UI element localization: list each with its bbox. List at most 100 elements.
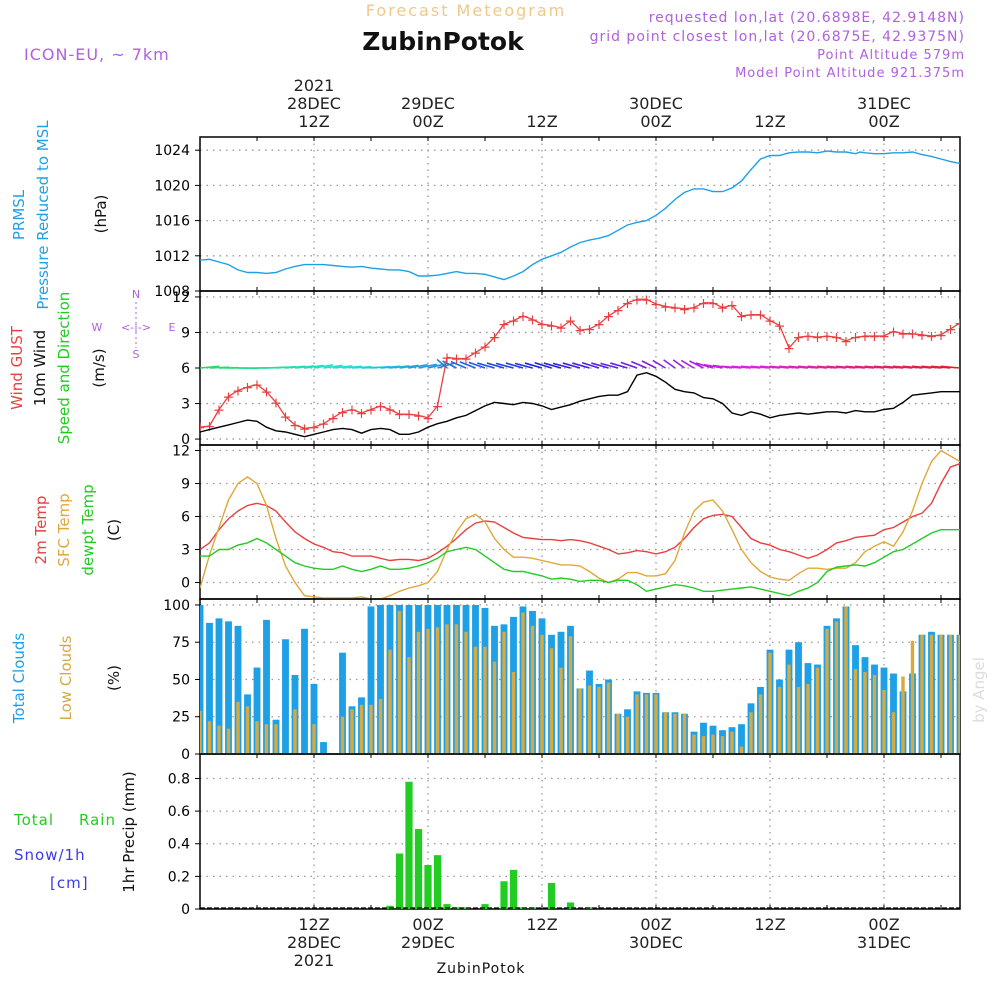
low-cloud-bar <box>568 636 573 754</box>
low-cloud-bar <box>939 634 943 754</box>
gust-marker: + <box>232 384 244 400</box>
bottom-time-label: 00Z <box>640 915 671 934</box>
clouds-unit: (%) <box>105 665 123 691</box>
wind-barb <box>323 364 343 369</box>
wind-barb <box>826 365 847 369</box>
gust-marker: + <box>517 309 529 325</box>
wind-barb <box>477 362 495 369</box>
clouds-group <box>200 604 960 754</box>
gust-marker: + <box>812 330 824 346</box>
wind-barb <box>408 363 428 369</box>
wind-barb <box>304 364 324 369</box>
gust-marker: + <box>840 334 852 350</box>
wind-barb <box>921 365 942 369</box>
gust-marker: + <box>650 297 662 313</box>
wind-barb <box>883 365 904 369</box>
low-cloud-bar <box>464 631 468 754</box>
bottom-time-label: 00Z <box>412 915 443 934</box>
wind-barb <box>750 365 771 369</box>
low-cloud-bar <box>483 646 487 754</box>
low-cloud-bar <box>739 746 744 754</box>
rain-bar <box>547 882 556 909</box>
precip-group <box>386 781 594 909</box>
gust-marker: + <box>593 317 605 333</box>
gust-marker: + <box>850 330 862 346</box>
total-cloud-bar <box>339 652 346 754</box>
gust-marker: + <box>745 308 757 324</box>
gust-marker: + <box>527 312 539 328</box>
low-cloud-bar <box>359 704 364 754</box>
rain-bar <box>414 829 423 909</box>
temp-sfc-line <box>200 449 960 599</box>
total-cloud-bar <box>320 742 327 754</box>
y-tick-label: 0.8 <box>168 771 190 787</box>
compass-s: S <box>133 348 140 361</box>
gust-marker: + <box>289 418 301 434</box>
clouds-total-label: Total Clouds <box>10 633 28 725</box>
y-tick-label: 12 <box>172 290 190 306</box>
low-cloud-bar <box>853 669 858 754</box>
rain-bar <box>424 864 432 909</box>
low-cloud-bar <box>226 728 231 754</box>
low-cloud-bar <box>540 634 544 754</box>
low-cloud-bar <box>673 713 677 754</box>
top-time-label: 31DEC <box>857 94 911 113</box>
low-cloud-bar <box>948 634 953 754</box>
bottom-time-label: 12Z <box>754 915 785 934</box>
low-cloud-bar <box>340 716 345 754</box>
wind-barb <box>807 365 828 369</box>
wind-barb <box>788 365 809 369</box>
low-cloud-bar <box>445 624 449 754</box>
low-cloud-bar <box>350 709 354 754</box>
wind-barb <box>854 365 875 369</box>
watermark: by Angel <box>970 657 988 723</box>
gust-marker: + <box>555 321 567 337</box>
rain-bar <box>405 781 413 909</box>
gust-marker: + <box>679 302 691 318</box>
low-cloud-bar <box>549 648 554 754</box>
wind-barb <box>534 361 552 369</box>
wind-barb <box>652 359 666 369</box>
low-cloud-bar <box>578 688 582 754</box>
bottom-time-label: 00Z <box>868 915 899 934</box>
wind-barb <box>816 365 837 369</box>
wind-barb <box>294 365 315 369</box>
gust-marker: + <box>631 292 643 308</box>
rain-bar <box>395 853 404 909</box>
gust-marker: + <box>897 327 909 343</box>
wind-barb <box>389 365 410 369</box>
temp-unit: (C) <box>105 519 123 541</box>
wind-barb <box>468 361 486 369</box>
gust-marker: + <box>204 419 216 435</box>
low-cloud-bar <box>825 628 829 754</box>
gust-marker: + <box>280 410 292 426</box>
gust-marker: + <box>337 405 349 421</box>
gust-marker: + <box>726 298 738 314</box>
low-cloud-bar <box>701 736 706 754</box>
low-cloud-bar <box>207 721 212 754</box>
wind-barb <box>514 362 533 369</box>
y-tick-label: 6 <box>181 510 190 526</box>
gust-marker: + <box>935 328 947 344</box>
wind-barb <box>911 365 932 369</box>
total-cloud-bar <box>253 667 261 754</box>
y-tick-label: 3 <box>181 543 190 559</box>
low-cloud-bar <box>758 694 763 754</box>
wind-speed-dir-label: Speed and Direction <box>55 292 73 445</box>
low-cloud-bar <box>768 652 772 754</box>
y-tick-label: 75 <box>172 635 190 651</box>
y-tick-label: 6 <box>181 361 190 377</box>
gust-marker: + <box>660 299 672 315</box>
y-tick-label: 0 <box>181 432 190 448</box>
wind-barb <box>610 362 628 369</box>
low-cloud-bar <box>730 731 734 754</box>
wind-barb <box>332 365 353 369</box>
y-tick-label: 0 <box>181 902 190 918</box>
gust-marker: + <box>498 317 510 333</box>
y-tick-label: 3 <box>181 397 190 413</box>
gust-marker: + <box>479 340 491 356</box>
y-tick-label: 9 <box>181 477 190 493</box>
bottom-time-label: 12Z <box>298 915 329 934</box>
wind-gust-line <box>200 298 960 430</box>
gust-marker: + <box>413 408 425 424</box>
